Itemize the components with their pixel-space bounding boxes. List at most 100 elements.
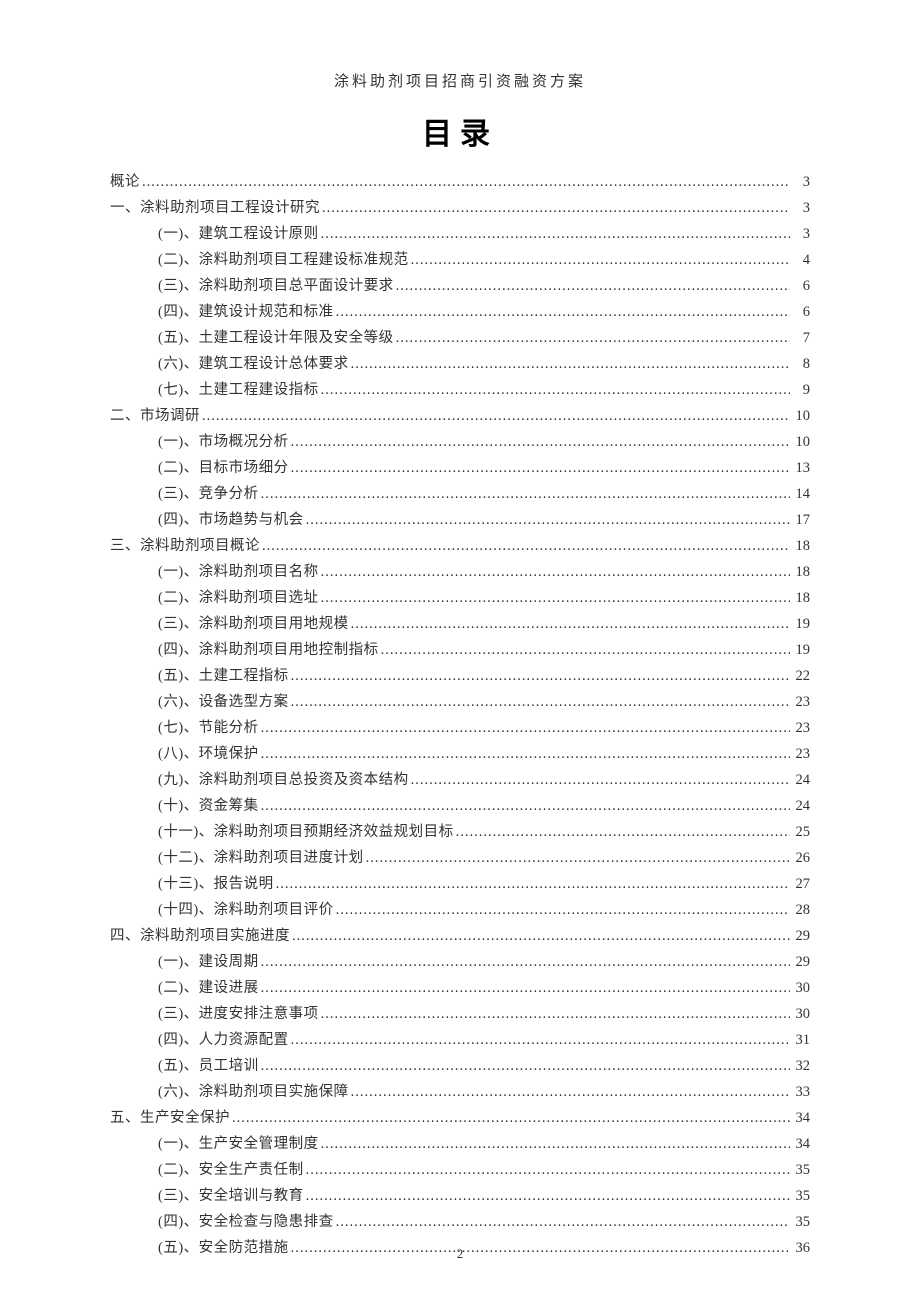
toc-title: 目录	[110, 109, 810, 153]
toc-entry-page: 18	[792, 565, 810, 580]
toc-entry-label: (一)、生产安全管理制度	[158, 1137, 319, 1152]
toc-entry[interactable]: (三)、涂料助剂项目总平面设计要求6	[110, 279, 810, 294]
toc-entry[interactable]: (一)、市场概况分析 10	[110, 435, 810, 450]
toc-entry-page: 22	[792, 669, 810, 684]
toc-entry[interactable]: (四)、市场趋势与机会17	[110, 513, 810, 528]
toc-entry-label: (七)、节能分析	[158, 721, 259, 736]
toc-entry-page: 31	[792, 1033, 810, 1048]
toc-entry-label: 四、涂料助剂项目实施进度	[110, 929, 290, 944]
toc-entry-page: 4	[792, 253, 810, 268]
toc-entry-label: (五)、土建工程指标	[158, 669, 289, 684]
toc-entry[interactable]: (十二)、涂料助剂项目进度计划26	[110, 851, 810, 866]
toc-entry[interactable]: (一)、建筑工程设计原则3	[110, 227, 810, 242]
toc-entry[interactable]: (二)、建设进展30	[110, 981, 810, 996]
toc-entry-page: 3	[792, 201, 810, 216]
toc-entry[interactable]: (二)、涂料助剂项目工程建设标准规范 4	[110, 253, 810, 268]
toc-entry-label: (三)、进度安排注意事项	[158, 1007, 319, 1022]
toc-entry-label: (一)、涂料助剂项目名称	[158, 565, 319, 580]
toc-leader-dots	[381, 643, 790, 658]
toc-entry[interactable]: (三)、进度安排注意事项30	[110, 1007, 810, 1022]
toc-leader-dots	[261, 799, 790, 814]
toc-entry[interactable]: (四)、涂料助剂项目用地控制指标19	[110, 643, 810, 658]
toc-entry[interactable]: (六)、设备选型方案23	[110, 695, 810, 710]
toc-entry-label: (二)、涂料助剂项目工程建设标准规范	[158, 253, 409, 268]
toc-leader-dots	[232, 1111, 790, 1126]
toc-entry[interactable]: (十四)、涂料助剂项目评价28	[110, 903, 810, 918]
toc-entry[interactable]: (五)、土建工程设计年限及安全等级7	[110, 331, 810, 346]
toc-entry[interactable]: (二)、目标市场细分13	[110, 461, 810, 476]
toc-leader-dots	[321, 1007, 790, 1022]
toc-entry-page: 24	[792, 799, 810, 814]
toc-entry[interactable]: (四)、人力资源配置31	[110, 1033, 810, 1048]
toc-leader-dots	[261, 981, 790, 996]
toc-entry-page: 9	[792, 383, 810, 398]
toc-entry[interactable]: (三)、竞争分析14	[110, 487, 810, 502]
toc-entry[interactable]: (四)、建筑设计规范和标准6	[110, 305, 810, 320]
toc-entry-page: 30	[792, 981, 810, 996]
toc-leader-dots	[321, 383, 790, 398]
toc-leader-dots	[261, 487, 790, 502]
toc-entry-page: 18	[792, 539, 810, 554]
toc-leader-dots	[336, 1215, 790, 1230]
toc-entry-page: 18	[792, 591, 810, 606]
toc-entry[interactable]: (四)、安全检查与隐患排查35	[110, 1215, 810, 1230]
toc-leader-dots	[456, 825, 790, 840]
toc-entry[interactable]: 概论3	[110, 175, 810, 190]
toc-entry[interactable]: (五)、土建工程指标 22	[110, 669, 810, 684]
toc-entry-label: (二)、安全生产责任制	[158, 1163, 304, 1178]
toc-entry[interactable]: 三、涂料助剂项目概论18	[110, 539, 810, 554]
toc-leader-dots	[321, 591, 790, 606]
toc-entry[interactable]: (五)、员工培训 32	[110, 1059, 810, 1074]
toc-entry[interactable]: 五、生产安全保护34	[110, 1111, 810, 1126]
toc-entry-page: 10	[792, 435, 810, 450]
toc-entry-page: 32	[792, 1059, 810, 1074]
toc-entry[interactable]: (十)、资金筹集24	[110, 799, 810, 814]
toc-entry-label: (十一)、涂料助剂项目预期经济效益规划目标	[158, 825, 454, 840]
toc-entry[interactable]: (三)、涂料助剂项目用地规模19	[110, 617, 810, 632]
toc-leader-dots	[262, 539, 790, 554]
toc-entry[interactable]: (二)、安全生产责任制35	[110, 1163, 810, 1178]
toc-leader-dots	[142, 175, 790, 190]
toc-entry[interactable]: (九)、涂料助剂项目总投资及资本结构24	[110, 773, 810, 788]
toc-entry[interactable]: 二、市场调研10	[110, 409, 810, 424]
toc-entry-page: 34	[792, 1111, 810, 1126]
toc-leader-dots	[306, 1163, 790, 1178]
toc-entry[interactable]: (十三)、报告说明27	[110, 877, 810, 892]
toc-entry[interactable]: (一)、生产安全管理制度 34	[110, 1137, 810, 1152]
toc-entry-label: (三)、竞争分析	[158, 487, 259, 502]
toc-leader-dots	[306, 1189, 790, 1204]
toc-entry[interactable]: (一)、建设周期29	[110, 955, 810, 970]
toc-entry[interactable]: (七)、土建工程建设指标9	[110, 383, 810, 398]
toc-entry-label: (九)、涂料助剂项目总投资及资本结构	[158, 773, 409, 788]
toc-leader-dots	[411, 773, 790, 788]
toc-entry[interactable]: (八)、环境保护23	[110, 747, 810, 762]
toc-entry-page: 23	[792, 695, 810, 710]
toc-leader-dots	[261, 955, 790, 970]
table-of-contents: 概论3一、涂料助剂项目工程设计研究3(一)、建筑工程设计原则3(二)、涂料助剂项…	[110, 175, 810, 1256]
toc-entry[interactable]: (二)、涂料助剂项目选址18	[110, 591, 810, 606]
toc-entry[interactable]: (六)、建筑工程设计总体要求8	[110, 357, 810, 372]
toc-entry[interactable]: 四、涂料助剂项目实施进度 29	[110, 929, 810, 944]
toc-leader-dots	[351, 357, 790, 372]
toc-entry-label: (三)、安全培训与教育	[158, 1189, 304, 1204]
toc-entry-page: 29	[792, 929, 810, 944]
toc-entry[interactable]: (三)、安全培训与教育35	[110, 1189, 810, 1204]
toc-entry-label: (五)、员工培训	[158, 1059, 259, 1074]
toc-leader-dots	[336, 903, 790, 918]
toc-entry-page: 34	[792, 1137, 810, 1152]
toc-entry[interactable]: (七)、节能分析23	[110, 721, 810, 736]
toc-entry-page: 6	[792, 279, 810, 294]
toc-entry-label: (一)、市场概况分析	[158, 435, 289, 450]
toc-entry-label: (一)、建设周期	[158, 955, 259, 970]
toc-entry-label: (一)、建筑工程设计原则	[158, 227, 319, 242]
toc-entry-label: (三)、涂料助剂项目用地规模	[158, 617, 349, 632]
toc-entry[interactable]: (六)、涂料助剂项目实施保障33	[110, 1085, 810, 1100]
toc-leader-dots	[261, 747, 790, 762]
toc-entry[interactable]: 一、涂料助剂项目工程设计研究3	[110, 201, 810, 216]
toc-entry-page: 6	[792, 305, 810, 320]
toc-entry[interactable]: (一)、涂料助剂项目名称 18	[110, 565, 810, 580]
toc-leader-dots	[291, 669, 790, 684]
toc-entry[interactable]: (十一)、涂料助剂项目预期经济效益规划目标25	[110, 825, 810, 840]
toc-entry-page: 8	[792, 357, 810, 372]
toc-leader-dots	[411, 253, 790, 268]
